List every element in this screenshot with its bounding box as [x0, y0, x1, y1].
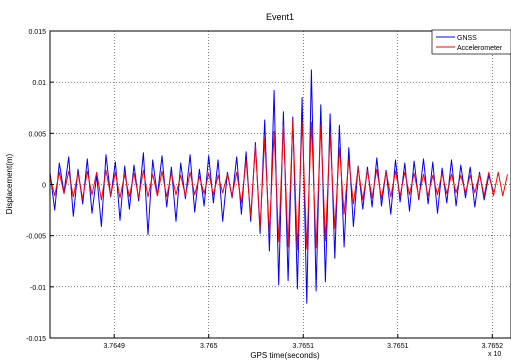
y-tick-label: -0.005: [26, 234, 46, 241]
x-tick-label: 3.7651: [387, 343, 409, 350]
x-tick-label: 3.765: [200, 343, 218, 350]
y-tick-label: 0.005: [28, 131, 46, 138]
x-axis-label: GPS time(seconds): [250, 351, 320, 360]
series-line-accelerometer: [50, 119, 508, 251]
legend-label-gnss: GNSS: [457, 35, 477, 42]
x-tick-label: 3.7651: [293, 343, 315, 350]
y-tick-label: 0.015: [28, 29, 46, 36]
legend-label-accelerometer: Accelerometer: [457, 45, 503, 52]
x-axis-ticks: 3.7649 3.765 3.7651 3.7651 3.7652: [103, 334, 503, 350]
grid-lines: [50, 30, 511, 339]
legend-box: [431, 29, 511, 55]
x-tick-label: 3.7649: [103, 343, 125, 350]
y-tick-label: 0: [42, 183, 46, 190]
x-tick-label: 3.7652: [482, 343, 504, 350]
chart-title: Event1: [266, 12, 294, 22]
y-axis-label: Displacement(m): [5, 153, 14, 214]
legend: GNSS Accelerometer: [431, 29, 511, 55]
plot-area: [50, 69, 508, 304]
series-layer: [50, 69, 508, 304]
y-axis-ticks: 0.015 0.01 0.005 0 -0.005 -0.01 -0.015: [26, 29, 54, 343]
x-axis-exponent: x 10: [488, 351, 501, 358]
y-tick-label: -0.015: [26, 336, 46, 343]
y-tick-label: -0.01: [30, 285, 46, 292]
y-tick-label: 0.01: [32, 80, 46, 87]
